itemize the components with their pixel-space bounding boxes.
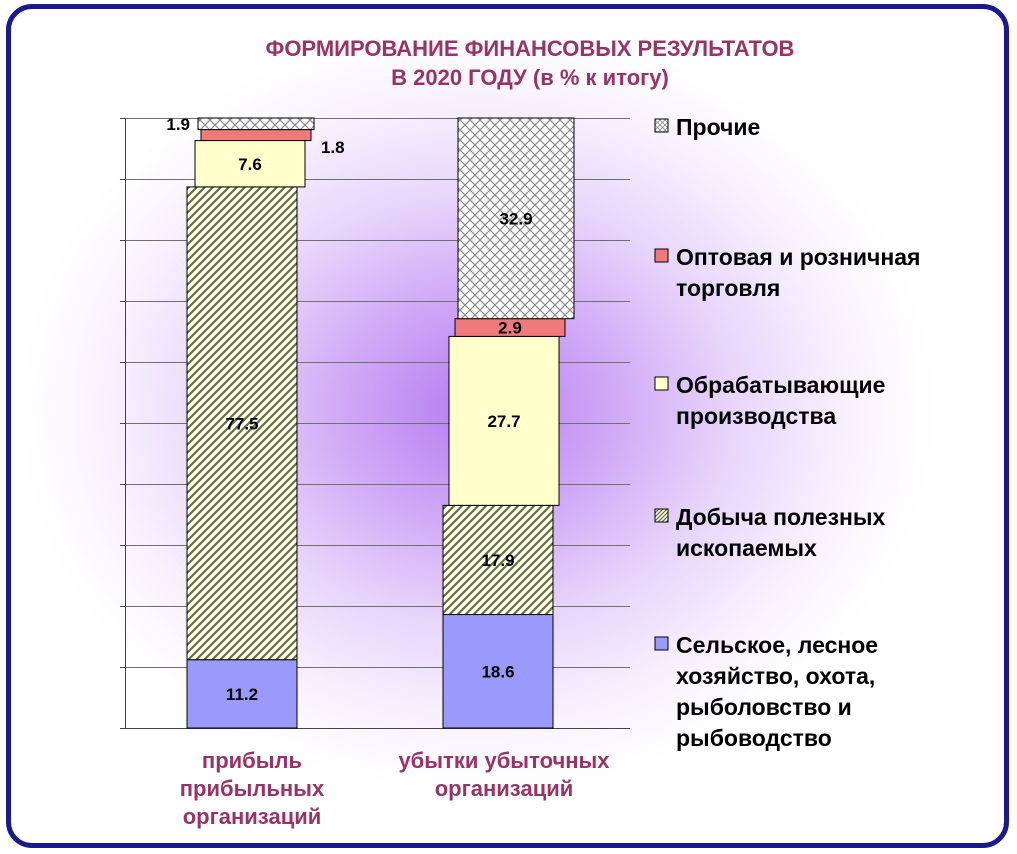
legend-swatch xyxy=(654,248,669,263)
chart-title-line-1: ФОРМИРОВАНИЕ ФИНАНСОВЫХ РЕЗУЛЬТАТОВ xyxy=(265,36,795,61)
legend-label: Добыча полезных xyxy=(676,504,886,530)
data-label: 17.9 xyxy=(481,551,514,570)
bar-segment xyxy=(186,659,298,729)
legend-swatch xyxy=(654,636,669,651)
category-label: прибыльных xyxy=(180,776,325,801)
category-label: убытки убыточных xyxy=(398,748,610,773)
chart-title: ФОРМИРОВАНИЕ ФИНАНСОВЫХ РЕЗУЛЬТАТОВ В 20… xyxy=(220,34,840,92)
legend-label: ископаемых xyxy=(676,535,817,561)
chart-title-line-2: В 2020 ГОДУ (в % к итогу) xyxy=(391,65,669,90)
legend-label: производства xyxy=(676,403,836,429)
bar-segment xyxy=(197,117,315,131)
legend-label: Сельское, лесное xyxy=(676,632,878,658)
legend-swatch xyxy=(654,508,669,523)
legend-swatch xyxy=(654,118,669,133)
legend-label: Прочие xyxy=(676,114,760,140)
legend-label: хозяйство, охота, xyxy=(676,663,875,689)
legend-label: торговля xyxy=(676,275,780,301)
category-label: организаций xyxy=(435,776,574,801)
data-label: 2.9 xyxy=(498,319,522,338)
bar-segment xyxy=(457,117,575,320)
bar-segment xyxy=(186,186,298,661)
bar-segment xyxy=(448,335,560,506)
data-label: 1.8 xyxy=(321,138,345,157)
data-label: 7.6 xyxy=(238,155,262,174)
category-label: организаций xyxy=(183,804,322,829)
legend-label: рыбоводство xyxy=(676,725,832,751)
bars: 11.2 77.5 7.6 1.8 1.9 18.6 17.9 27.7 2.9 32.9 xyxy=(166,115,575,729)
legend: Прочие Оптовая и розничная торговля Обрабат… xyxy=(654,114,920,751)
data-label: 27.7 xyxy=(487,412,520,431)
data-label: 1.9 xyxy=(166,115,190,134)
x-axis-labels: прибыль прибыльных организаций убытки убыто… xyxy=(180,748,611,829)
legend-label: Оптовая и розничная xyxy=(676,244,920,270)
data-label: 77.5 xyxy=(225,414,258,433)
data-label: 18.6 xyxy=(481,662,514,681)
category-label: прибыль xyxy=(202,748,302,773)
legend-swatch xyxy=(654,376,669,391)
data-label: 11.2 xyxy=(226,685,258,704)
bar-segment xyxy=(200,129,312,142)
bar-segment xyxy=(442,614,554,729)
legend-label: Обрабатывающие xyxy=(676,372,885,398)
bar-segment xyxy=(442,504,554,616)
legend-label: рыболовство и xyxy=(676,694,852,720)
data-label: 32.9 xyxy=(499,209,532,228)
